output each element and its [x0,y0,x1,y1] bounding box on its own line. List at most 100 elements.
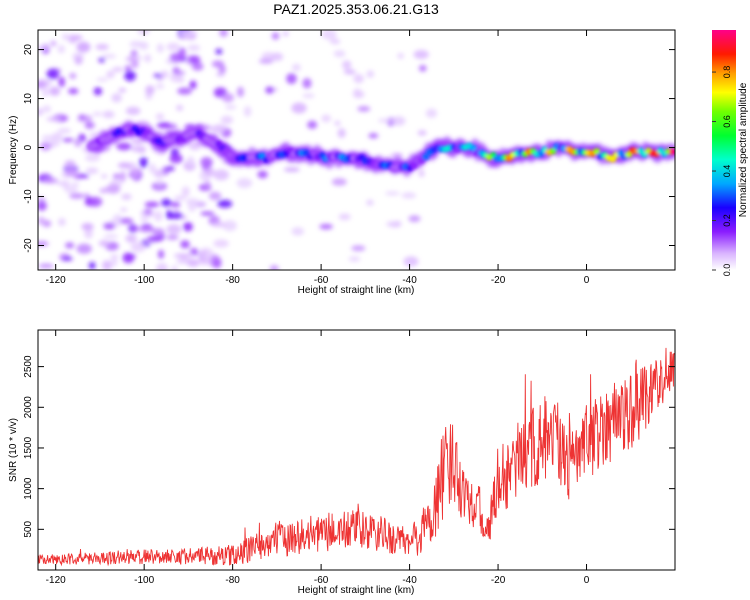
colorbar-tick-label: 0.2 [722,214,732,227]
noise-blob [401,192,417,199]
noise-blob [139,41,149,51]
noise-blob [165,166,175,172]
noise-blob [425,108,438,119]
noise-blob [187,57,201,64]
noise-blob [68,88,79,95]
x-tick-label: -40 [402,575,417,586]
noise-blob [418,169,425,178]
noise-blob [334,120,341,126]
noise-blob [129,225,140,232]
colorbar-tick-label: 0.8 [722,66,732,79]
noise-blob [174,195,186,201]
noise-blob [111,93,122,103]
noise-blob [157,249,165,260]
noise-blob [269,265,279,270]
noise-blob [200,156,213,168]
noise-blob [191,62,204,71]
noise-blob [156,180,164,186]
noise-blob [170,201,181,208]
noise-blob [213,169,230,181]
noise-blob [58,76,65,88]
noise-blob [173,253,190,259]
x-tick-label: 0 [584,575,590,586]
noise-blob [131,139,144,145]
noise-blob [78,174,90,179]
noise-blob [413,49,429,60]
y-tick-label: 2000 [23,396,34,419]
noise-blob [41,86,50,98]
y-tick-label: -20 [23,238,34,253]
noise-blob [408,215,421,223]
noise-blob [152,227,165,238]
x-tick-label: -20 [491,275,506,286]
noise-blob [103,234,119,239]
x-tick-label: -100 [134,575,154,586]
noise-blob [139,226,155,233]
noise-blob [221,92,235,103]
noise-blob [46,68,60,80]
noise-blob [166,224,182,235]
noise-blob [156,262,168,270]
noise-blob [125,106,141,116]
noise-blob [65,242,75,249]
noise-blob [116,142,132,151]
noise-blob [85,154,101,162]
x-tick-label: -120 [46,575,66,586]
noise-blob [151,182,168,191]
noise-blob [321,30,337,40]
noise-blob [189,247,199,256]
y-tick-label: 10 [23,93,34,105]
noise-blob [265,86,274,94]
snr-ticks: -120 -100 -80 -60 -40 -20 0 500 1000 1500 2000 2500 [23,330,675,586]
noise-blob [211,221,227,228]
noise-blob [118,217,134,225]
noise-blob [302,93,315,99]
noise-blob [222,220,237,232]
noise-blob [321,114,332,123]
noise-blob [225,104,237,110]
noise-blob [217,199,233,208]
noise-blob [179,30,193,38]
noise-blob [113,214,122,221]
noise-blob [271,32,280,40]
ridge-point [143,129,151,136]
noise-blob [57,218,66,227]
noise-blob [212,257,222,269]
noise-blob [88,196,103,207]
noise-blob [57,44,66,54]
noise-blob [215,48,223,55]
noise-blob [89,132,102,137]
noise-blob [342,60,352,70]
noise-blob [124,70,136,82]
noise-blob [38,200,47,211]
noise-blob [40,141,51,151]
noise-blob [98,240,110,247]
x-tick-label: 0 [584,275,590,286]
noise-blob [257,170,268,179]
noise-blob [120,207,128,212]
noise-blob [106,70,115,79]
noise-blob [236,177,253,189]
noise-blob [243,105,252,117]
noise-blob [42,177,58,184]
spectrogram-xlabel: Height of straight line (km) [298,285,415,296]
x-tick-label: -60 [314,275,329,286]
noise-blob [121,193,132,201]
noise-blob [61,33,69,41]
noise-blob [130,58,139,69]
noise-blob [390,223,399,228]
x-tick-label: -120 [46,275,66,286]
noise-blob [180,240,190,249]
noise-blob [144,201,160,208]
snr-ylabel: SNR (10 * v/v) [8,418,19,482]
noise-blob [88,261,96,270]
noise-blob [74,56,83,65]
noise-blob [46,116,62,122]
spectrogram-heatmap [38,30,675,270]
noise-blob [96,77,109,82]
noise-blob [137,30,150,36]
noise-blob [102,110,115,119]
noise-blob [76,41,91,53]
noise-blob [49,138,61,147]
